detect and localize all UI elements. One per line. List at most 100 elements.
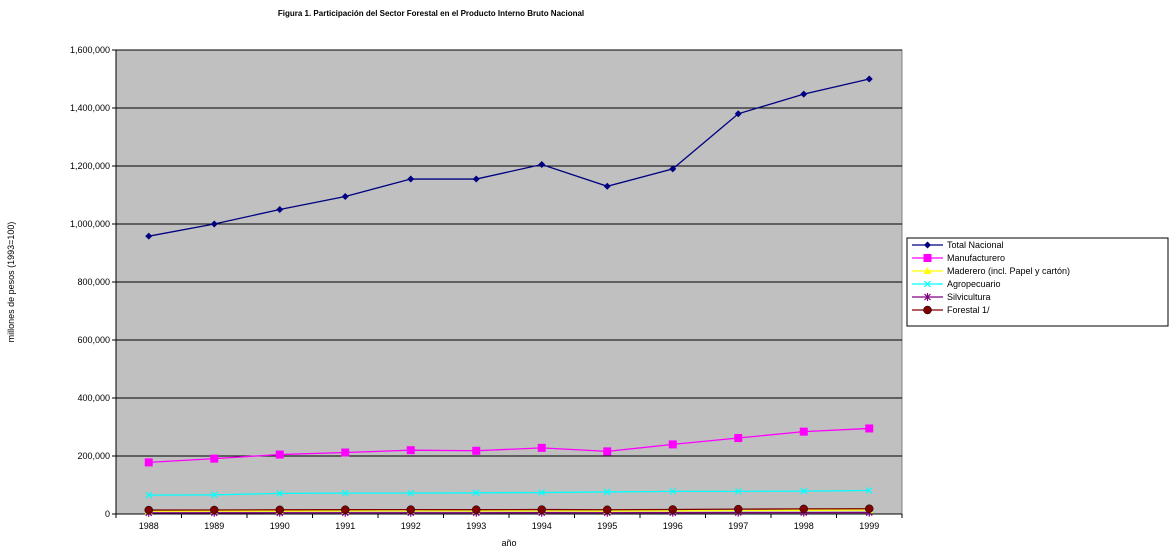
- data-point: [276, 206, 284, 213]
- x-tick-label: 1996: [663, 521, 683, 531]
- series-line: [148, 78, 870, 237]
- legend-item: Total Nacional: [912, 240, 1004, 250]
- data-point: [734, 487, 742, 495]
- y-axis-ticks: 0 200,000 400,000 600,000 800,000 1,000,000 1,…: [70, 45, 116, 519]
- data-point: [145, 232, 153, 240]
- data-point: [341, 505, 350, 514]
- x-tick-label: 1992: [401, 521, 421, 531]
- data-point: [341, 192, 349, 200]
- data-point: [341, 448, 350, 457]
- data-point: [865, 75, 873, 83]
- legend-label: Maderero (incl. Papel y cartón): [947, 266, 1070, 276]
- data-point: [407, 489, 415, 497]
- x-tick-label: 1999: [859, 521, 879, 531]
- data-point: [668, 505, 677, 514]
- data-point: [210, 454, 219, 463]
- x-axis-ticks: 1988 1989 1990 1991 1992 1993 1994 1995 1996 1997…: [115, 514, 903, 531]
- data-point: [537, 505, 546, 514]
- data-point: [603, 447, 612, 456]
- series-line: [148, 508, 870, 511]
- series-5: [144, 504, 874, 515]
- data-point: [145, 491, 153, 499]
- legend-item: Forestal 1/: [912, 305, 990, 315]
- series-line: [148, 509, 870, 512]
- data-point: [603, 182, 611, 190]
- data-point: [276, 489, 284, 497]
- data-point: [406, 446, 415, 455]
- legend-label: Agropecuario: [947, 279, 1001, 289]
- legend-marker: [924, 241, 931, 249]
- x-tick-label: 1989: [204, 521, 224, 531]
- data-point: [669, 165, 677, 173]
- y-tick-label: 1,200,000: [70, 161, 110, 171]
- data-point: [734, 110, 742, 118]
- legend: Total Nacional Manufacturero Maderero (inc…: [906, 237, 1169, 327]
- data-point: [734, 434, 743, 443]
- legend-marker: [924, 293, 931, 301]
- data-point: [144, 505, 153, 515]
- y-tick-label: 400,000: [77, 393, 110, 403]
- series-line: [148, 427, 870, 464]
- legend-marker: [924, 280, 931, 288]
- y-tick-label: 1,400,000: [70, 103, 110, 113]
- x-tick-label: 1994: [532, 521, 552, 531]
- legend-item: Manufacturero: [912, 253, 1005, 263]
- legend-label: Silvicultura: [947, 292, 991, 302]
- y-tick-label: 200,000: [77, 451, 110, 461]
- data-point: [865, 487, 873, 494]
- legend-marker: [923, 305, 932, 315]
- data-point: [210, 220, 218, 228]
- data-point: [734, 504, 743, 514]
- data-point: [406, 505, 415, 514]
- data-point: [669, 487, 677, 495]
- data-point: [537, 443, 546, 452]
- legend-marker: [923, 254, 932, 262]
- x-tick-label: 1998: [794, 521, 814, 531]
- series-3: [145, 487, 873, 499]
- data-point: [800, 90, 808, 98]
- data-point: [275, 450, 284, 459]
- data-point: [210, 505, 219, 515]
- data-point: [799, 427, 808, 436]
- series-line: [148, 489, 870, 496]
- data-point: [144, 458, 153, 467]
- y-tick-label: 600,000: [77, 335, 110, 345]
- data-point: [603, 505, 612, 515]
- x-axis-label: año: [501, 538, 516, 548]
- x-tick-label: 1990: [270, 521, 290, 531]
- legend-label: Total Nacional: [947, 240, 1004, 250]
- legend-item: Agropecuario: [912, 279, 1001, 289]
- legend-item: Silvicultura: [912, 292, 991, 302]
- data-point: [472, 446, 481, 455]
- data-point: [865, 504, 874, 513]
- data-point: [668, 440, 677, 449]
- x-tick-label: 1997: [728, 521, 748, 531]
- series-1: [144, 424, 874, 467]
- x-tick-label: 1991: [335, 521, 355, 531]
- legend-label: Forestal 1/: [947, 305, 990, 315]
- y-tick-label: 1,600,000: [70, 45, 110, 55]
- data-point: [538, 489, 546, 496]
- y-tick-label: 0: [105, 509, 110, 519]
- y-tick-label: 800,000: [77, 277, 110, 287]
- data-point: [210, 491, 218, 499]
- data-point: [865, 424, 874, 433]
- legend-item: Maderero (incl. Papel y cartón): [912, 266, 1070, 276]
- data-point: [472, 489, 480, 497]
- legend-box: [906, 237, 1169, 327]
- data-point: [799, 504, 808, 514]
- series-0: [145, 75, 873, 240]
- y-tick-label: 1,000,000: [70, 219, 110, 229]
- x-tick-label: 1993: [466, 521, 486, 531]
- x-tick-label: 1995: [597, 521, 617, 531]
- data-point: [800, 487, 808, 495]
- data-point: [341, 489, 349, 497]
- x-tick-label: 1988: [139, 521, 159, 531]
- data-point: [472, 505, 481, 514]
- data-point: [407, 175, 415, 183]
- y-axis-label: millones de pesos (1993=100): [6, 222, 16, 343]
- legend-marker: [923, 267, 932, 274]
- chart-title: Figura 1. Participación del Sector Fores…: [278, 9, 584, 18]
- data-point: [538, 161, 546, 169]
